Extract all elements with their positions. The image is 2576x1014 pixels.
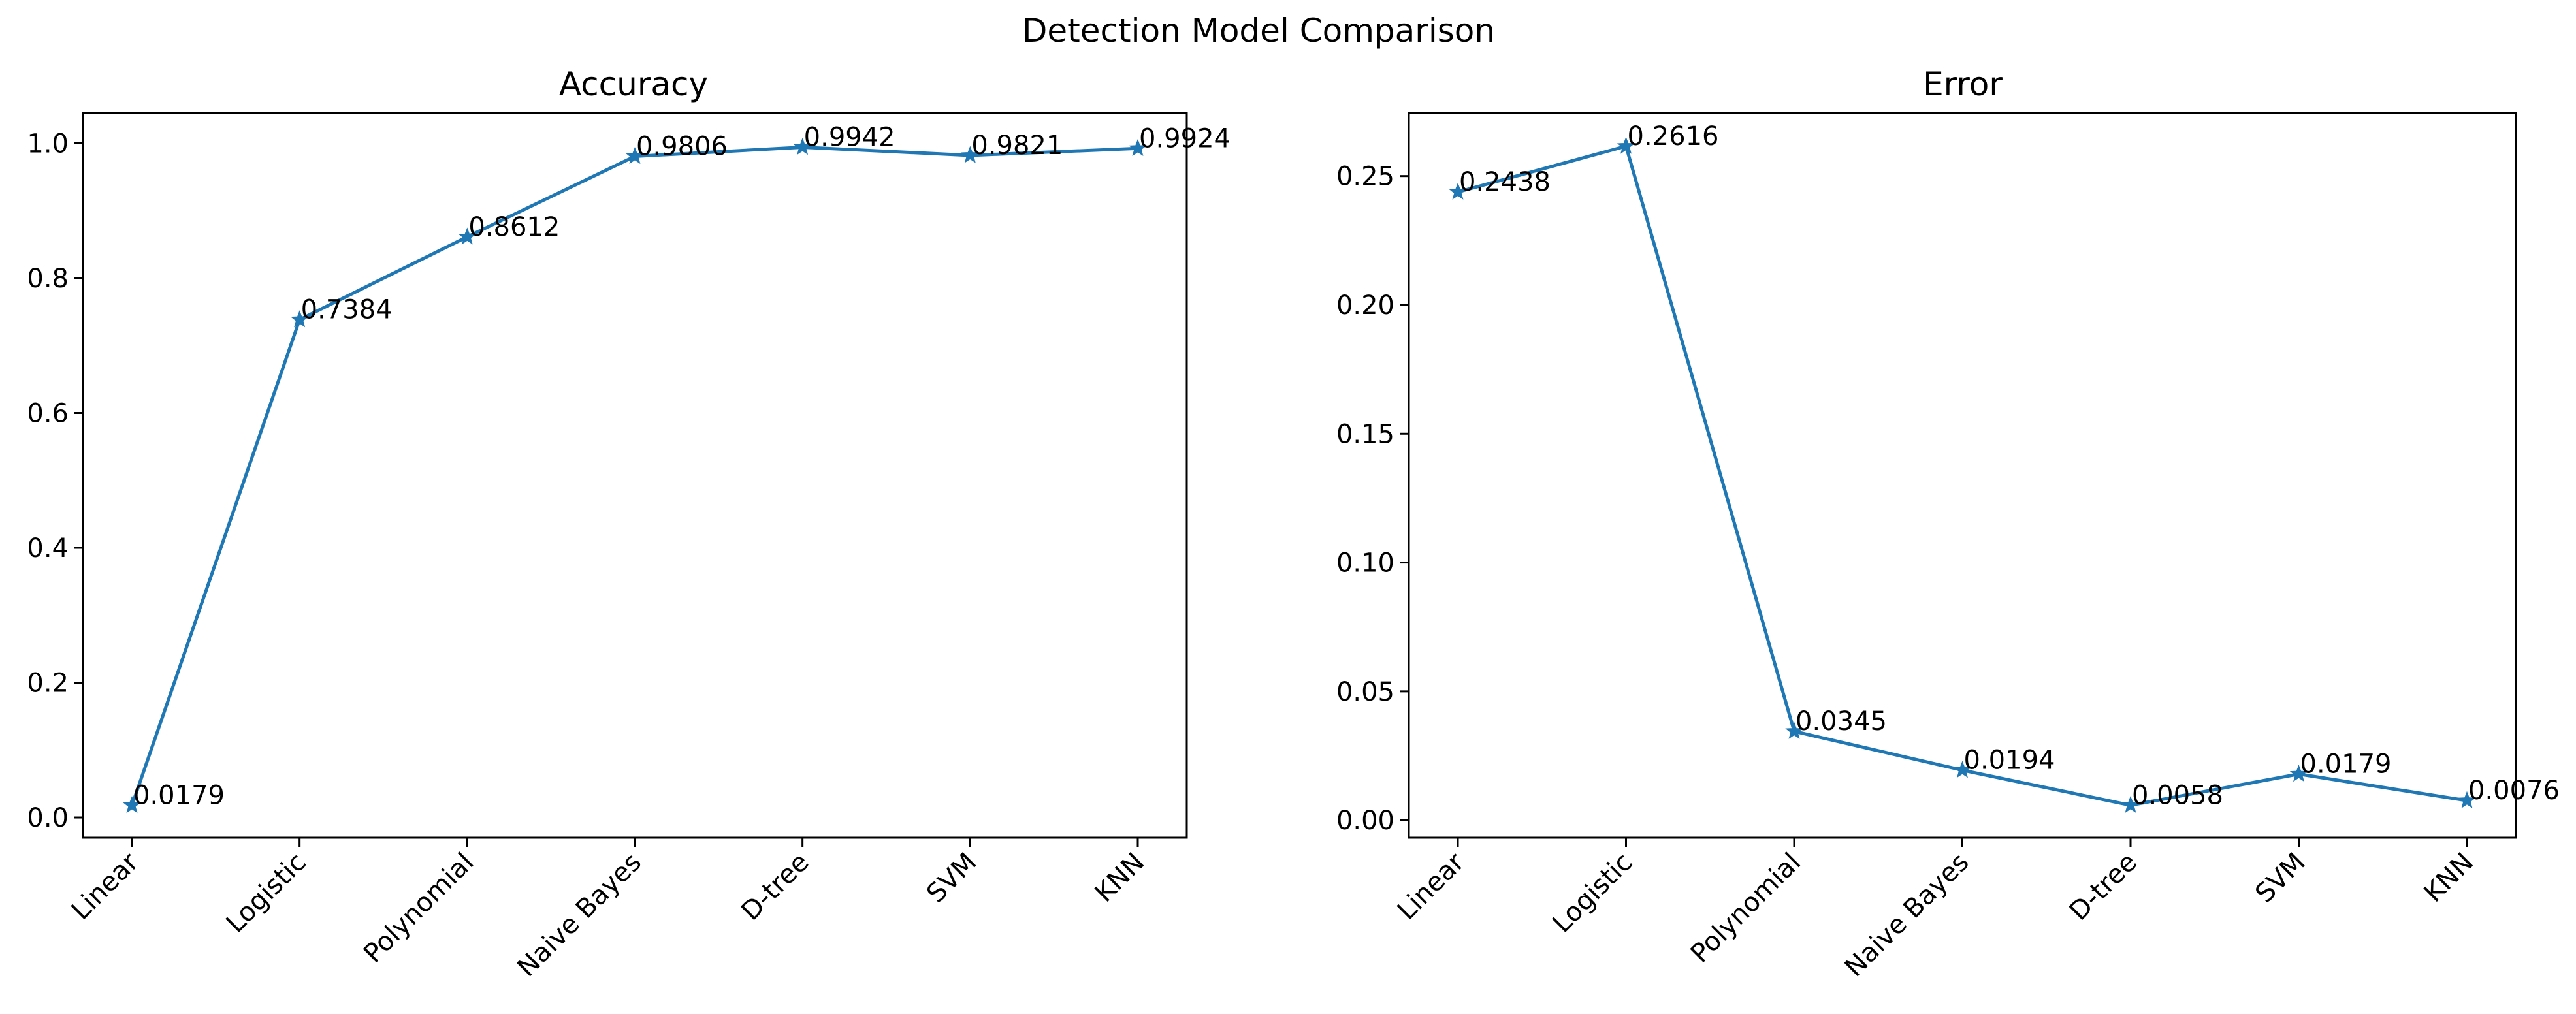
accuracy-point bbox=[1129, 138, 1147, 156]
accuracy-point bbox=[458, 227, 477, 245]
error-point bbox=[2289, 765, 2308, 782]
error-data-label: 0.2616 bbox=[1628, 121, 1719, 151]
error-data-label: 0.0179 bbox=[2300, 750, 2392, 780]
error-point bbox=[1785, 721, 1803, 739]
error-data-label: 0.2438 bbox=[1459, 167, 1551, 197]
accuracy-data-label: 0.7384 bbox=[301, 295, 393, 325]
accuracy-ytick-label: 0.2 bbox=[27, 669, 69, 699]
accuracy-chart-title: Accuracy bbox=[559, 65, 708, 103]
accuracy-data-label: 0.9942 bbox=[804, 122, 895, 152]
accuracy-point bbox=[961, 146, 980, 163]
accuracy-data-label: 0.0179 bbox=[133, 781, 225, 811]
error-point bbox=[1449, 182, 1467, 200]
error-data-label: 0.0058 bbox=[2132, 780, 2223, 810]
error-ytick-label: 0.15 bbox=[1336, 419, 1394, 449]
accuracy-data-label: 0.9924 bbox=[1139, 123, 1231, 153]
error-point bbox=[1953, 761, 1972, 778]
accuracy-point bbox=[290, 310, 309, 328]
error-ytick-label: 0.20 bbox=[1336, 291, 1394, 321]
error-ytick-label: 0.25 bbox=[1336, 162, 1394, 192]
accuracy-ytick-label: 1.0 bbox=[27, 129, 69, 159]
accuracy-ytick-label: 0.0 bbox=[27, 803, 69, 833]
error-point bbox=[2458, 791, 2476, 808]
accuracy-ytick-label: 0.4 bbox=[27, 533, 69, 563]
accuracy-data-label: 0.9821 bbox=[971, 131, 1063, 161]
accuracy-point bbox=[626, 147, 644, 165]
error-ytick-label: 0.00 bbox=[1336, 806, 1394, 836]
error-ytick-label: 0.05 bbox=[1336, 677, 1394, 707]
accuracy-data-label: 0.8612 bbox=[468, 212, 560, 242]
error-data-label: 0.0076 bbox=[2468, 776, 2560, 806]
error-data-label: 0.0345 bbox=[1795, 706, 1887, 737]
error-ytick-label: 0.10 bbox=[1336, 548, 1394, 578]
error-data-label: 0.0194 bbox=[1964, 746, 2055, 776]
figure-title: Detection Model Comparison bbox=[1022, 12, 1495, 50]
error-chart-title: Error bbox=[1923, 65, 2003, 103]
error-point bbox=[1617, 136, 1635, 154]
accuracy-point bbox=[793, 138, 812, 155]
accuracy-data-label: 0.9806 bbox=[636, 131, 728, 161]
error-point bbox=[2121, 795, 2140, 813]
accuracy-point bbox=[123, 796, 141, 814]
accuracy-ytick-label: 0.8 bbox=[27, 264, 69, 294]
accuracy-ytick-label: 0.6 bbox=[27, 398, 69, 428]
